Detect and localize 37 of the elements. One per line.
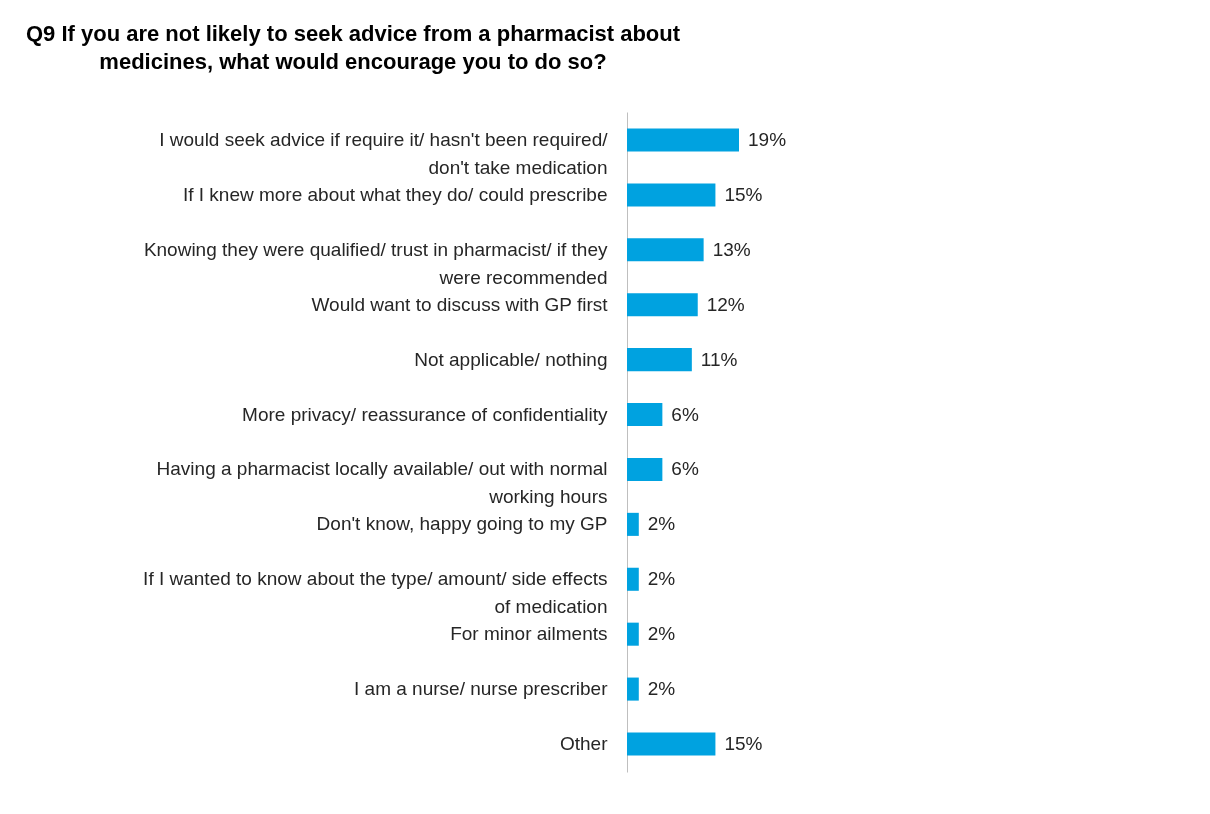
data-label: 19% (748, 129, 787, 150)
y-tick-label: Not applicable/ nothing (414, 348, 608, 370)
data-label: 15% (724, 183, 763, 205)
data-label: 11% (700, 348, 738, 370)
data-label: 13% (712, 238, 751, 260)
y-tick-label: For minor ailments (450, 623, 608, 645)
data-label: 6% (671, 403, 699, 425)
data-label: 12% (706, 293, 745, 315)
y-tick-label: I am a nurse/ nurse prescriber (354, 678, 609, 700)
text: Q9 If you are not likely to seek advice from a pharmacist about medicines, what would encourage you to do so? (25, 21, 681, 74)
data-label: 2% (647, 678, 676, 700)
y-tick-label: Other (559, 733, 609, 754)
data-label: 2% (647, 623, 676, 645)
bar (627, 183, 716, 207)
bar (627, 348, 692, 372)
y-tick-label: More privacy/ reassurance of confidentiality (242, 403, 608, 425)
bar (627, 732, 716, 756)
data-label: 15% (724, 733, 763, 754)
bar (627, 293, 698, 317)
y-tick-label: If I knew more about what they do/ could prescribe (182, 183, 608, 205)
bar (627, 128, 739, 152)
bar (627, 567, 639, 591)
data-label: 2% (647, 513, 676, 535)
y-tick-label: Don't know, happy going to my GP (316, 513, 608, 535)
data-label: 2% (647, 568, 676, 590)
bar (627, 403, 663, 427)
bar (627, 512, 639, 536)
y-tick-label: Knowing they were qualified/ trust in pharmacist/ if they were recommended (143, 238, 608, 288)
y-tick-label: Would want to discuss with GP first (311, 293, 609, 315)
data-label: 6% (671, 458, 699, 480)
y-tick-label: I would seek advice if require it/ hasn't been required/ don't take medication (159, 129, 609, 178)
bar (627, 457, 663, 481)
y-tick-label: If I wanted to know about the type/ amount/ side effects of medication (143, 568, 608, 618)
bar (627, 238, 704, 262)
bar (627, 677, 639, 701)
bar (627, 622, 639, 646)
y-tick-label: Having a pharmacist locally available/ out with normal working hours (156, 458, 608, 508)
